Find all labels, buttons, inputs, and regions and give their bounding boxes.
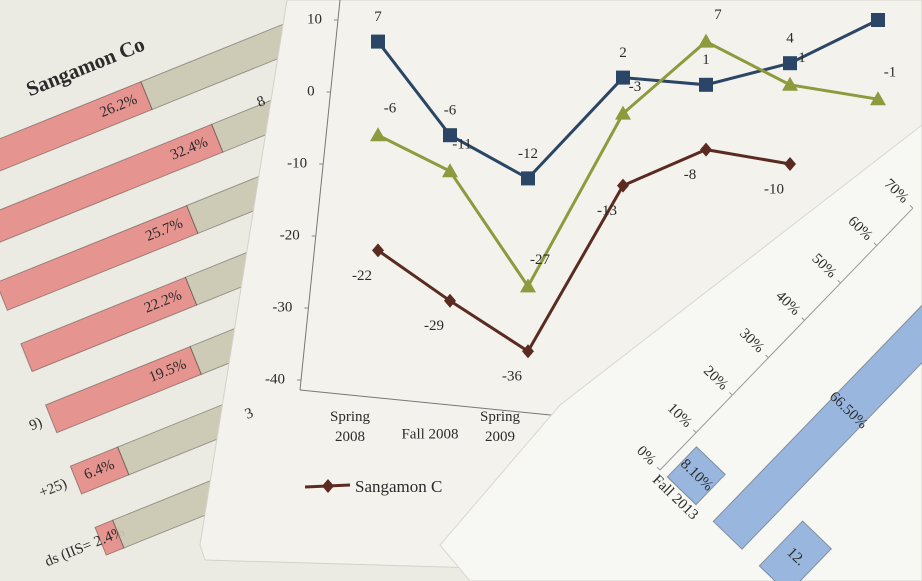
marker (700, 142, 712, 157)
x-tick-label: Fall 2008 (401, 426, 458, 442)
x-tick-label: Spring 2008 (330, 409, 371, 445)
data-label: -6 (444, 103, 457, 119)
y-tick-label: -10 (287, 155, 307, 171)
tick-mark (729, 392, 733, 396)
data-label: 4 (786, 31, 794, 47)
marker (372, 243, 384, 258)
marker (871, 13, 885, 27)
data-label: -8 (684, 167, 697, 183)
tick-mark (837, 279, 841, 284)
bar (758, 520, 833, 581)
legend-marker (322, 479, 334, 493)
data-label: -11 (452, 137, 471, 153)
data-label: 2 (619, 45, 627, 61)
data-label: -36 (502, 369, 522, 385)
y-tick-label: -20 (280, 227, 300, 243)
marker (370, 127, 386, 142)
y-tick-label: -30 (272, 299, 292, 315)
legend-label: Sangamon C (355, 477, 442, 496)
y-tick-label: 0 (307, 83, 315, 99)
data-label: -12 (518, 146, 538, 162)
marker (782, 76, 798, 91)
y-tick-label: 10 (307, 11, 322, 27)
y-tick-label: -40 (265, 371, 285, 387)
data-label: 1 (798, 50, 806, 66)
data-label: -27 (530, 252, 550, 268)
data-label: -1 (884, 65, 897, 81)
tick-mark (909, 205, 914, 209)
marker (522, 344, 534, 359)
line (377, 148, 791, 354)
x-tick-label: Spring 2009 (480, 409, 521, 445)
marker (442, 163, 458, 178)
data-label: 7 (714, 7, 722, 23)
marker (615, 105, 631, 120)
tick-mark (801, 317, 805, 321)
tick-mark (656, 466, 661, 471)
category-label: 9) (27, 415, 45, 435)
tick-mark (873, 242, 878, 246)
marker (783, 56, 797, 71)
line-chart: 10 0 -10 -20 -30 -40 Spring 2008 Fall 2008 Spring… (265, 0, 896, 496)
marker (444, 293, 456, 308)
bar-chart-right: 0%10%20%30%40%50%60%70%Fall 20138.10%66.… (633, 176, 922, 581)
marker (698, 33, 714, 48)
marker (617, 178, 629, 193)
bar (666, 445, 726, 506)
data-label: -29 (424, 318, 444, 334)
data-label: -22 (352, 268, 372, 284)
data-label: 7 (374, 9, 382, 25)
marker (699, 77, 713, 92)
marker (443, 128, 457, 143)
marker (371, 34, 385, 49)
data-label: -10 (764, 181, 784, 197)
marker (521, 171, 535, 186)
tick-mark (765, 354, 769, 359)
tick-mark (692, 429, 697, 433)
x-axis (659, 207, 914, 471)
data-label: -6 (384, 101, 397, 117)
data-label: 10 (871, 0, 886, 3)
marker (520, 278, 536, 293)
marker (784, 157, 796, 171)
marker (616, 70, 630, 85)
x-axis (299, 389, 601, 421)
y-axis (299, 0, 341, 391)
bar (712, 271, 922, 550)
data-label: 1 (702, 52, 710, 68)
data-label: -3 (629, 79, 642, 95)
data-label: -13 (597, 203, 617, 219)
marker (870, 91, 886, 106)
